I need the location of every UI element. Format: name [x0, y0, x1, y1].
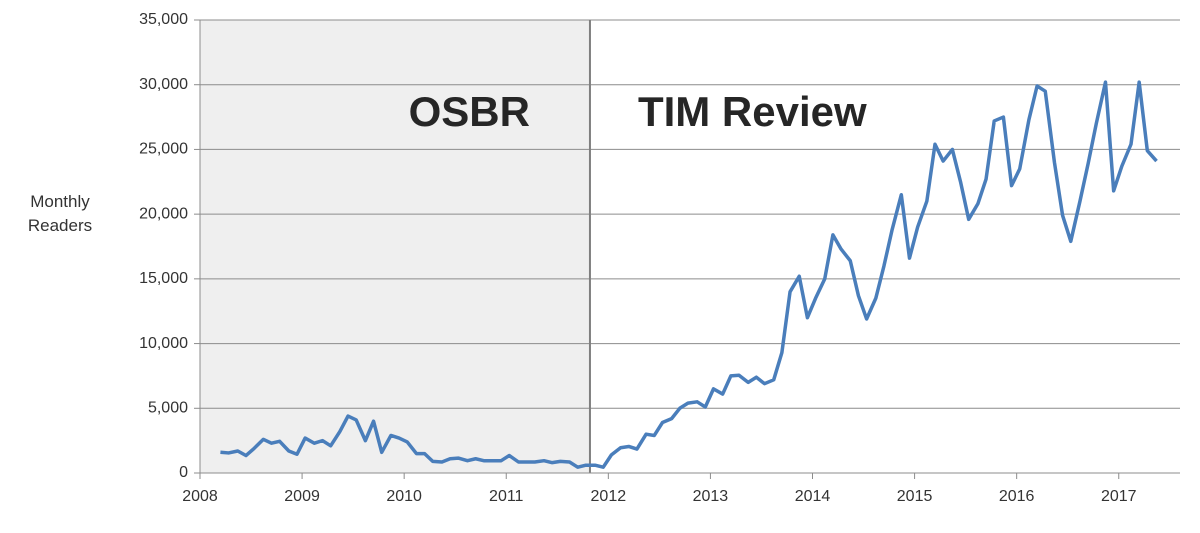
x-tick-label: 2015	[897, 488, 933, 505]
y-axis-label: Monthly Readers	[27, 192, 93, 235]
y-tick-label: 25,000	[139, 141, 188, 158]
x-tick-label: 2009	[284, 488, 320, 505]
x-tick-label: 2016	[999, 488, 1035, 505]
x-tick-label: 2014	[795, 488, 831, 505]
annotation: OSBR	[409, 88, 530, 135]
annotation: TIM Review	[638, 88, 867, 135]
x-tick-label: 2013	[693, 488, 729, 505]
shaded-region	[200, 20, 590, 473]
x-tick-label: 2010	[386, 488, 422, 505]
y-tick-label: 5,000	[148, 400, 188, 417]
line-series	[220, 80, 1158, 469]
y-tick-label: 10,000	[139, 335, 188, 352]
y-tick-label: 35,000	[139, 11, 188, 28]
x-tick-label: 2017	[1101, 488, 1137, 505]
x-tick-label: 2012	[591, 488, 627, 505]
y-tick-label: 20,000	[139, 205, 188, 222]
x-tick-label: 2008	[182, 488, 218, 505]
y-tick-label: 15,000	[139, 270, 188, 287]
y-tick-label: 30,000	[139, 76, 188, 93]
x-tick-label: 2011	[489, 488, 524, 505]
y-tick-label: 0	[179, 464, 188, 481]
